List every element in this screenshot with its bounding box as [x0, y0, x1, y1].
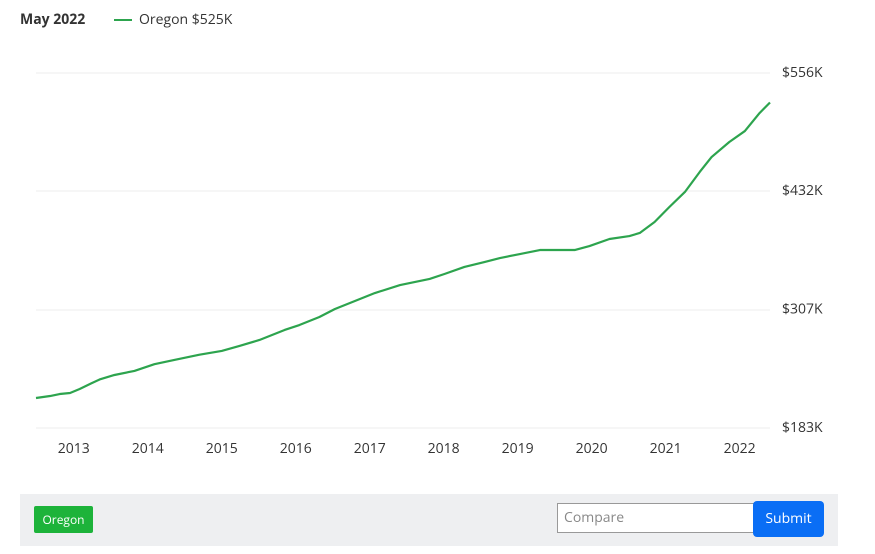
- submit-button[interactable]: Submit: [753, 501, 824, 537]
- x-tick-label: 2013: [58, 439, 90, 458]
- compare-bar: Oregon Compare Submit: [20, 494, 838, 546]
- chip[interactable]: Oregon: [34, 506, 93, 533]
- x-tick-label: 2017: [354, 439, 386, 458]
- data-line: [35, 101, 771, 400]
- x-tick-label: 2018: [428, 439, 460, 458]
- compare-input[interactable]: Compare: [557, 503, 755, 533]
- x-tick-label: 2021: [650, 439, 682, 458]
- x-tick-label: 2019: [502, 439, 534, 458]
- x-tick-label: 2016: [280, 439, 312, 458]
- y-tick-label: $183K: [782, 418, 823, 437]
- x-tick-label: 2020: [576, 439, 608, 458]
- legend-label: Oregon $525K: [139, 10, 233, 29]
- y-tick-label: $307K: [782, 300, 823, 319]
- x-tick-label: 2014: [132, 439, 164, 458]
- y-tick-label: $432K: [782, 181, 823, 200]
- chart: May 2022 Oregon $525K $183K $307K $432K $55…: [20, 10, 823, 458]
- x-tick-label: 2022: [724, 439, 756, 458]
- y-tick-label: $556K: [782, 63, 823, 82]
- x-tick-label: 2015: [206, 439, 238, 458]
- date-label: May 2022: [20, 10, 85, 29]
